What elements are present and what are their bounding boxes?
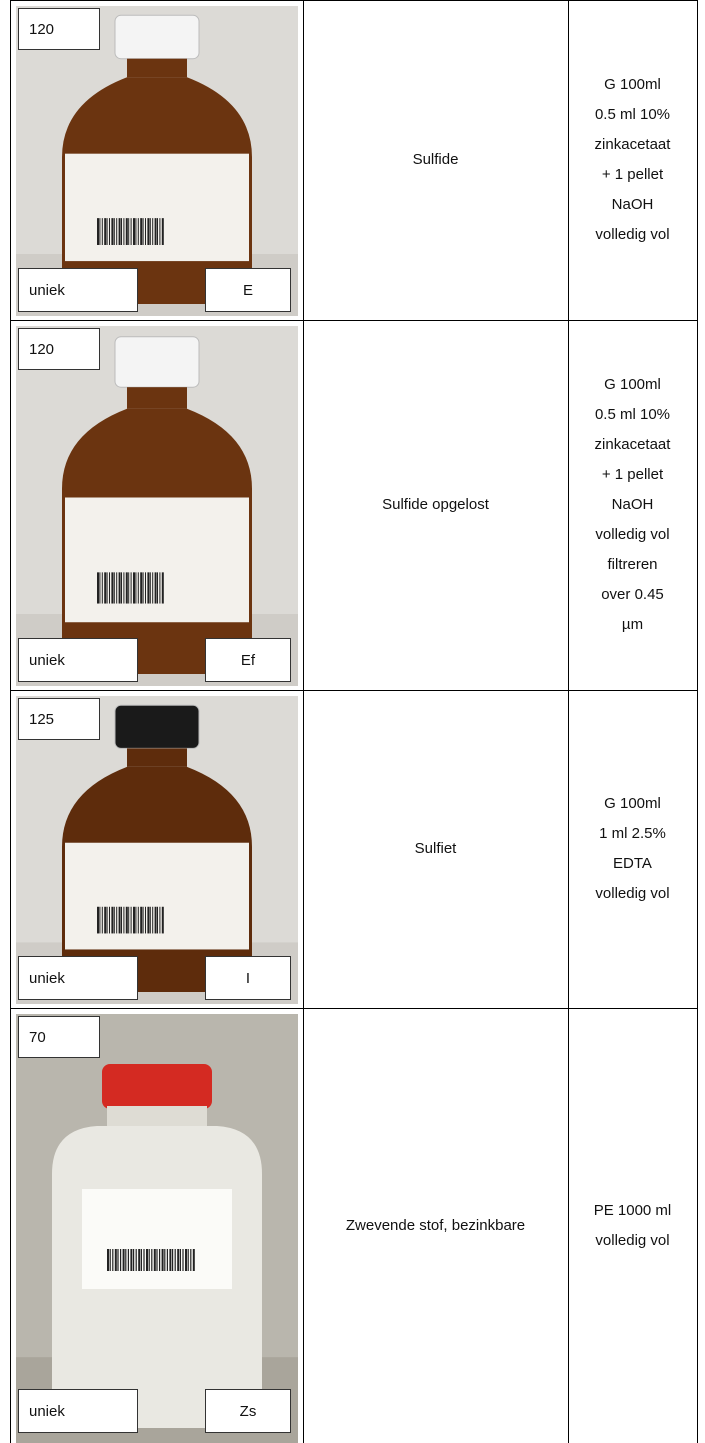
container-line: 0.5 ml 10% xyxy=(595,400,670,430)
sample-name: Zwevende stof, bezinkbare xyxy=(303,1008,568,1443)
column-border xyxy=(10,0,11,1443)
sample-name: Sulfiet xyxy=(303,690,568,1008)
container-line: + 1 pellet xyxy=(602,160,663,190)
container-line: EDTA xyxy=(613,849,652,879)
table: 120uniekESulfideG 100ml0.5 ml 10%zinkace… xyxy=(0,0,705,1443)
container-line: G 100ml xyxy=(604,370,661,400)
tag-label: uniek xyxy=(18,638,138,682)
volume-label: 70 xyxy=(18,1016,100,1058)
container-line: + 1 pellet xyxy=(602,460,663,490)
code-label: I xyxy=(205,956,291,1000)
container-line: 0.5 ml 10% xyxy=(595,100,670,130)
container-line: volledig vol xyxy=(595,220,669,250)
container-line: zinkacetaat xyxy=(595,130,671,160)
container-line: NaOH xyxy=(612,490,654,520)
container-line: PE 1000 ml xyxy=(594,1196,672,1226)
code-label: E xyxy=(205,268,291,312)
column-border xyxy=(697,0,698,1443)
container-line: G 100ml xyxy=(604,70,661,100)
bottle-photo xyxy=(16,1014,298,1443)
code-label: Ef xyxy=(205,638,291,682)
container-line: NaOH xyxy=(612,190,654,220)
container-line: over 0.45 xyxy=(601,580,664,610)
name-text: Sulfide xyxy=(413,145,459,175)
sample-name: Sulfide opgelost xyxy=(303,320,568,690)
container-line: zinkacetaat xyxy=(595,430,671,460)
volume-label: 120 xyxy=(18,8,100,50)
volume-label: 125 xyxy=(18,698,100,740)
tag-label: uniek xyxy=(18,956,138,1000)
name-text: Sulfide opgelost xyxy=(382,490,489,520)
container-line: 1 ml 2.5% xyxy=(599,819,666,849)
tag-label: uniek xyxy=(18,1389,138,1433)
container-line: volledig vol xyxy=(595,879,669,909)
tag-label: uniek xyxy=(18,268,138,312)
container-line: volledig vol xyxy=(595,1226,669,1256)
page: 120uniekESulfideG 100ml0.5 ml 10%zinkace… xyxy=(0,0,705,1443)
name-text: Sulfiet xyxy=(415,834,457,864)
sample-name: Sulfide xyxy=(303,0,568,320)
volume-label: 120 xyxy=(18,328,100,370)
bottle-photo xyxy=(16,326,298,686)
container-line: G 100ml xyxy=(604,789,661,819)
code-label: Zs xyxy=(205,1389,291,1433)
container-line: volledig vol xyxy=(595,520,669,550)
container-line: filtreren xyxy=(607,550,657,580)
name-text: Zwevende stof, bezinkbare xyxy=(346,1211,525,1241)
container-line: µm xyxy=(622,610,643,640)
